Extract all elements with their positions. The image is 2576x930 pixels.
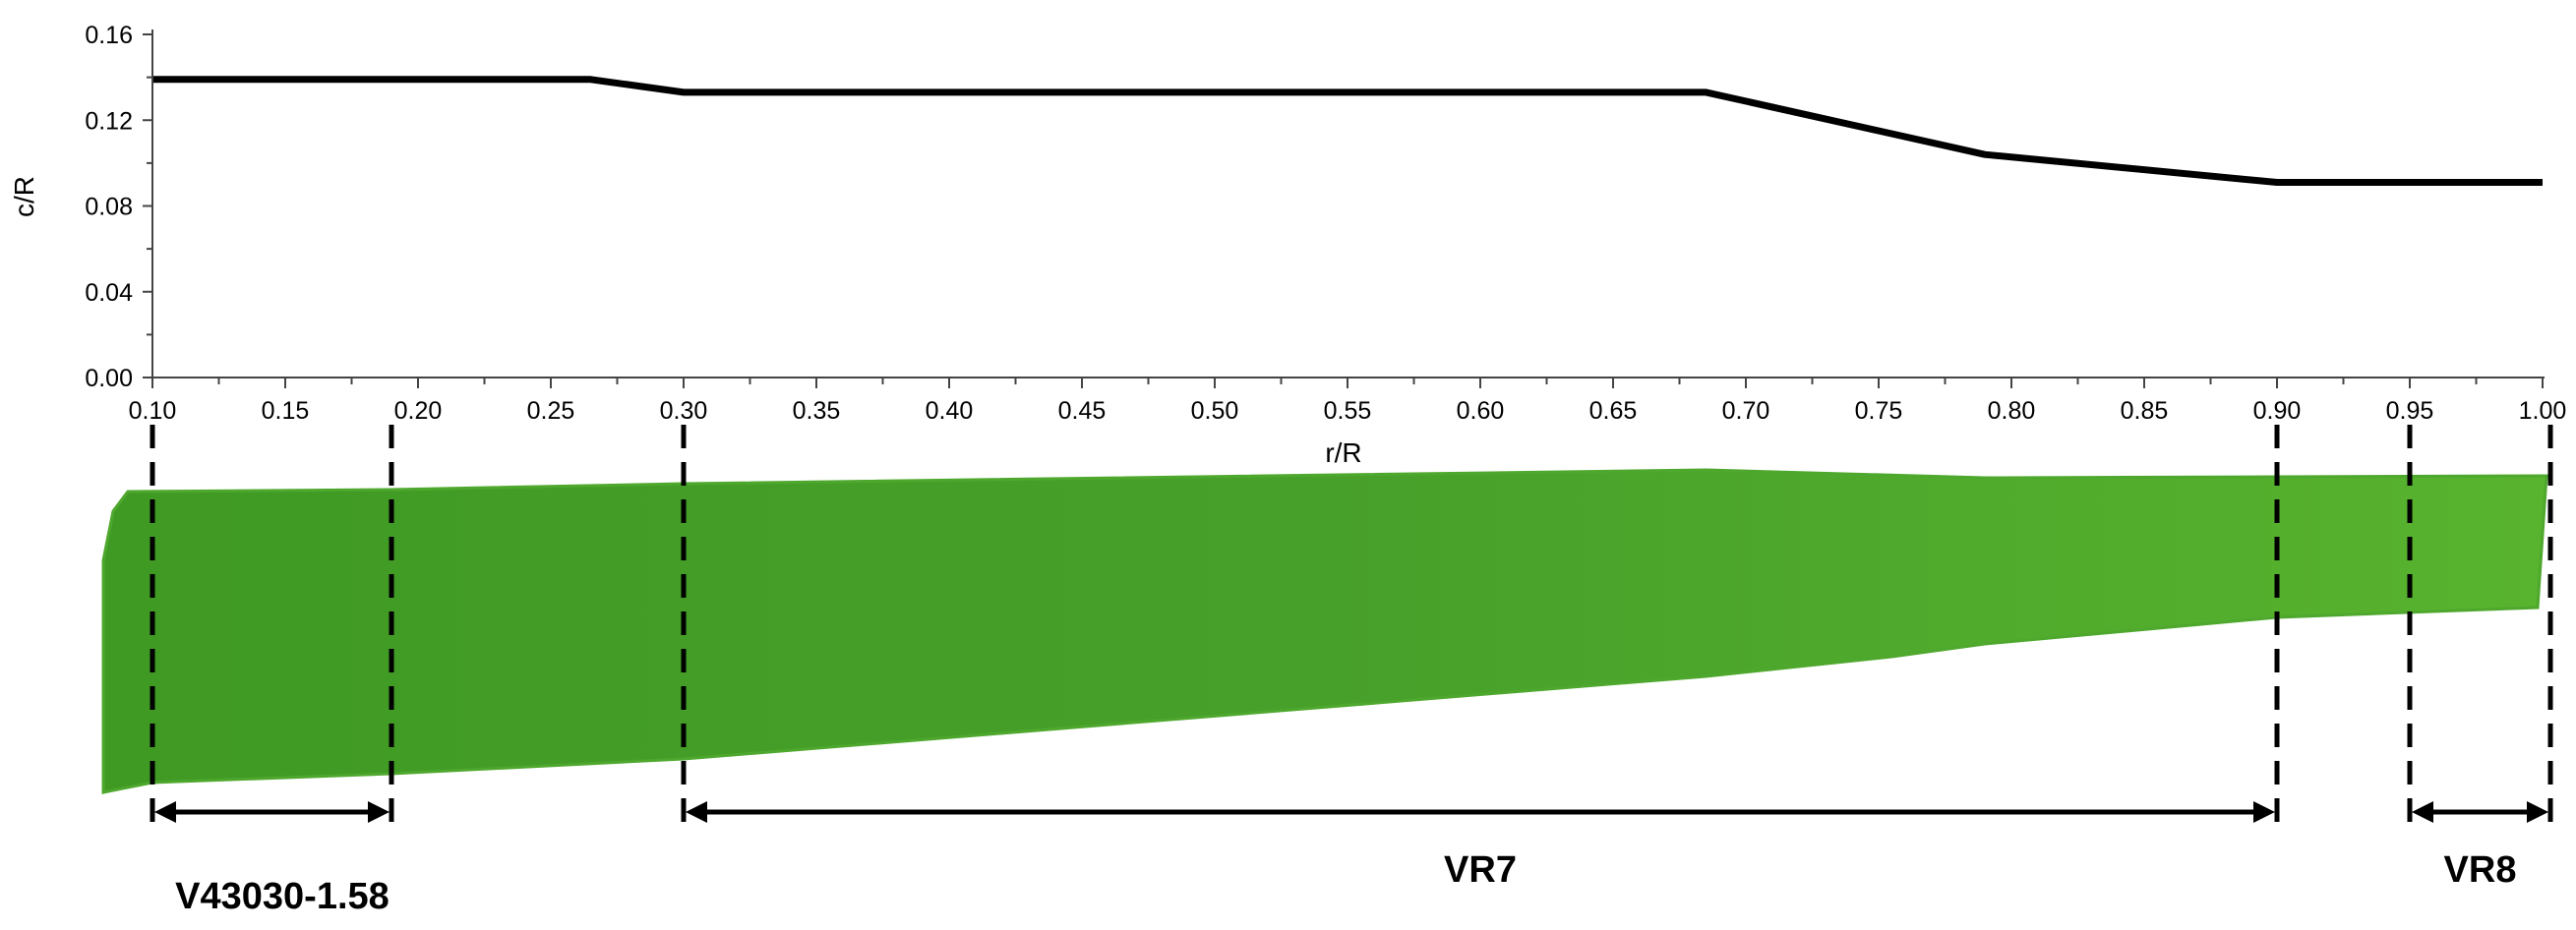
x-tick-label: 0.90: [2253, 397, 2302, 425]
x-tick-label: 0.75: [1855, 397, 1903, 425]
y-axis-label: c/R: [9, 176, 39, 217]
x-tick-label: 0.15: [262, 397, 310, 425]
section-arrow: VR7: [686, 801, 2275, 891]
section-arrow: VR8: [2412, 801, 2548, 891]
arrow-head-left: [686, 801, 707, 823]
x-tick-label: 0.65: [1589, 397, 1638, 425]
x-tick-label: 0.50: [1191, 397, 1239, 425]
x-tick-label: 0.95: [2386, 397, 2434, 425]
x-tick-label: 0.20: [394, 397, 443, 425]
y-tick-label: 0.00: [85, 365, 133, 392]
x-tick-label: 0.60: [1457, 397, 1505, 425]
y-tick-label: 0.04: [85, 279, 133, 307]
y-tick-label: 0.08: [85, 194, 133, 221]
x-tick-label: 0.25: [527, 397, 575, 425]
axes: 0.00 0.04 0.08 0.12 0.16 0.10 0.15 0.20 0.25 0.30…: [85, 22, 2566, 425]
arrow-head-right: [368, 801, 389, 823]
x-tick-label: 0.85: [2121, 397, 2169, 425]
plot-area: [152, 76, 2543, 186]
x-tick-label: 0.40: [926, 397, 974, 425]
arrow-head-right: [2527, 801, 2548, 823]
x-tick-label: 0.45: [1058, 397, 1107, 425]
x-tick-label: 0.70: [1722, 397, 1770, 425]
y-tick-label: 0.16: [85, 22, 133, 49]
section-label: V43030-1.58: [175, 876, 389, 917]
arrow-head-left: [154, 801, 176, 823]
x-tick-label: 0.80: [1988, 397, 2036, 425]
arrow-head-right: [2253, 801, 2275, 823]
x-tick-label: 0.55: [1324, 397, 1372, 425]
arrow-head-left: [2412, 801, 2433, 823]
x-tick-label: 1.00: [2519, 397, 2567, 425]
blade-diagram: V43030-1.58 VR7 VR8: [101, 425, 2553, 917]
series-line: [152, 76, 2543, 186]
section-label: VR7: [1444, 849, 1517, 891]
section-label: VR8: [2444, 849, 2517, 891]
x-axis-label: r/R: [1325, 437, 1361, 468]
section-arrow: V43030-1.58: [154, 801, 389, 917]
blade-planform: [101, 468, 2548, 794]
x-tick-label: 0.30: [660, 397, 708, 425]
x-tick-label: 0.35: [793, 397, 841, 425]
x-tick-label: 0.10: [129, 397, 177, 425]
y-tick-label: 0.12: [85, 107, 133, 135]
